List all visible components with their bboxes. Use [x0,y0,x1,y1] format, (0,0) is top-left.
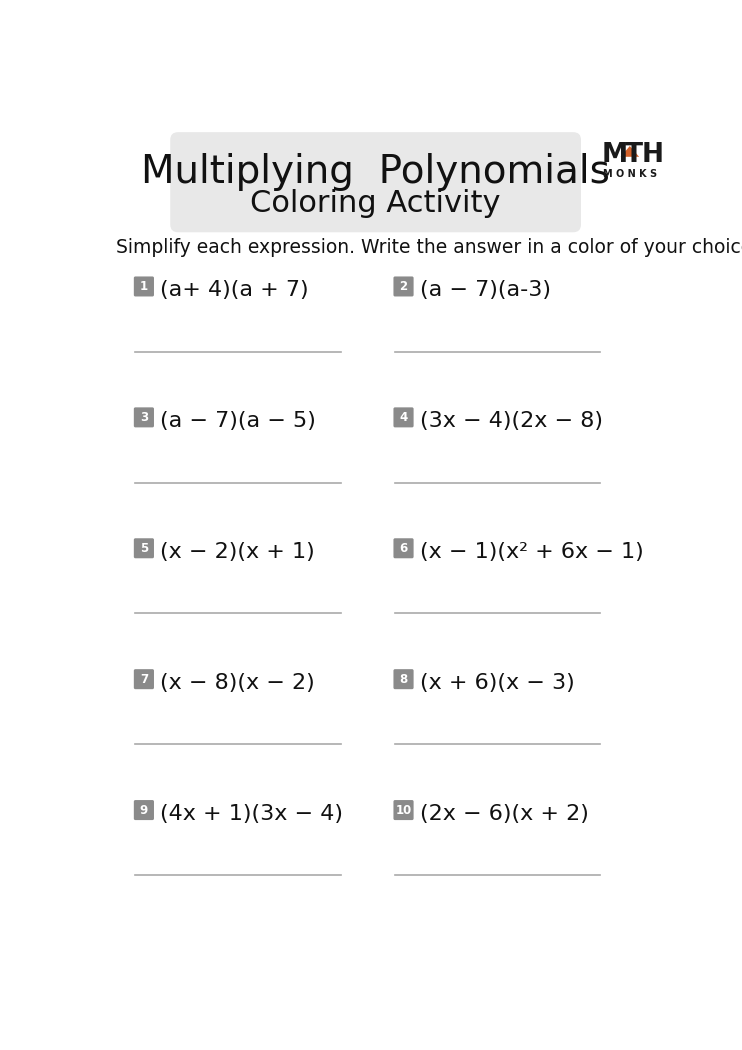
Text: (x − 1)(x² + 6x − 1): (x − 1)(x² + 6x − 1) [420,542,643,562]
Text: (x − 8)(x − 2): (x − 8)(x − 2) [160,673,315,693]
Text: (a+ 4)(a + 7): (a+ 4)(a + 7) [160,280,309,300]
Text: 3: 3 [139,411,148,424]
Text: (a − 7)(a-3): (a − 7)(a-3) [420,280,551,300]
Text: 1: 1 [139,280,148,293]
FancyBboxPatch shape [393,669,413,689]
Text: 4: 4 [399,411,407,424]
FancyBboxPatch shape [134,800,154,820]
Text: (x + 6)(x − 3): (x + 6)(x − 3) [420,673,574,693]
Text: 5: 5 [139,542,148,554]
FancyBboxPatch shape [393,800,413,820]
FancyBboxPatch shape [393,276,413,296]
Text: 10: 10 [395,803,412,817]
Text: 2: 2 [399,280,407,293]
Text: Multiplying  Polynomials: Multiplying Polynomials [141,153,610,191]
Text: TH: TH [625,142,665,168]
Text: 7: 7 [139,673,148,686]
Text: 8: 8 [399,673,407,686]
Text: (3x − 4)(2x − 8): (3x − 4)(2x − 8) [420,411,603,430]
Text: 9: 9 [139,803,148,817]
FancyBboxPatch shape [134,407,154,427]
FancyBboxPatch shape [393,539,413,559]
Text: (2x − 6)(x + 2): (2x − 6)(x + 2) [420,803,588,823]
FancyBboxPatch shape [393,407,413,427]
Text: M O N K S: M O N K S [603,169,657,179]
Text: Simplify each expression. Write the answer in a color of your choice.: Simplify each expression. Write the answ… [116,238,742,257]
FancyBboxPatch shape [134,669,154,689]
FancyBboxPatch shape [134,539,154,559]
Text: (4x + 1)(3x − 4): (4x + 1)(3x − 4) [160,803,343,823]
Text: Coloring Activity: Coloring Activity [250,189,501,218]
Text: (a − 7)(a − 5): (a − 7)(a − 5) [160,411,316,430]
Text: M: M [601,142,628,168]
FancyBboxPatch shape [134,276,154,296]
Text: 6: 6 [399,542,407,554]
Polygon shape [620,146,639,156]
Text: (x − 2)(x + 1): (x − 2)(x + 1) [160,542,315,562]
FancyBboxPatch shape [170,132,581,232]
